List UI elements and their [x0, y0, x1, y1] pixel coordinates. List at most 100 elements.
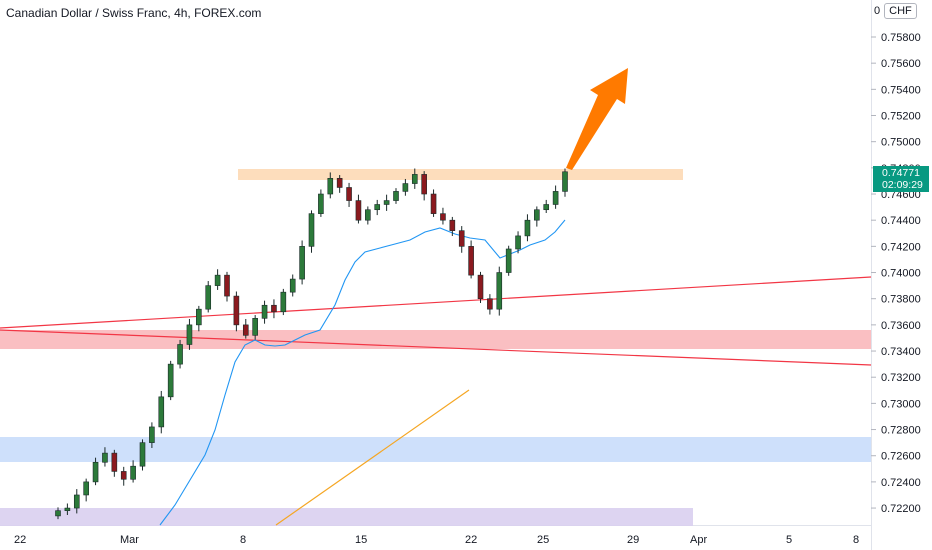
price-tick-label: 0.72600 [881, 451, 921, 463]
price-tick-label: 0.73400 [881, 346, 921, 358]
chart-title: Canadian Dollar / Swiss Franc, 4h, FOREX… [6, 6, 262, 20]
price-tick-label: 0.75600 [881, 58, 921, 70]
price-tick-label: 0.72200 [881, 503, 921, 515]
candle-down[interactable] [242, 324, 249, 336]
candle-down[interactable] [120, 471, 127, 480]
candle-down[interactable] [421, 174, 427, 195]
price-tick-label: 0.72800 [881, 425, 921, 437]
candle-up[interactable] [130, 465, 136, 480]
time-tick-label: 8 [240, 534, 246, 546]
candle-up[interactable] [149, 426, 155, 443]
candle-up[interactable] [411, 174, 418, 184]
currency-marker: 0 [874, 5, 881, 17]
candles [55, 168, 568, 520]
currency-label[interactable]: CHF [884, 3, 917, 19]
candle-up[interactable] [92, 461, 99, 483]
bar-countdown: 02:09:29 [882, 179, 923, 191]
candle-down[interactable] [224, 274, 230, 297]
candle-up[interactable] [327, 178, 334, 195]
candle-down[interactable] [468, 246, 474, 276]
falling-trendline[interactable] [0, 329, 872, 366]
candle-up[interactable] [534, 209, 540, 221]
time-tick-label: 15 [355, 534, 367, 546]
candle-up[interactable] [139, 442, 146, 467]
candle-up[interactable] [214, 274, 221, 286]
candle-up[interactable] [73, 494, 80, 509]
candle-up[interactable] [83, 481, 89, 496]
price-tick-label: 0.72400 [881, 477, 921, 489]
blue-support-zone[interactable] [0, 437, 871, 462]
candle-down[interactable] [430, 193, 437, 214]
candle-up[interactable] [55, 510, 61, 517]
candle-up[interactable] [543, 204, 550, 211]
time-tick-label: 8 [853, 534, 859, 546]
candle-up[interactable] [383, 200, 390, 205]
candle-down[interactable] [449, 219, 456, 231]
candle-up[interactable] [299, 246, 305, 280]
candle-up[interactable] [261, 304, 268, 319]
currency-selector[interactable]: 0 CHF [874, 3, 918, 19]
up-arrow-icon[interactable] [566, 68, 628, 170]
candle-up[interactable] [515, 235, 521, 250]
price-tick-label: 0.75200 [881, 111, 921, 123]
candle-up[interactable] [102, 452, 108, 463]
price-tick-label: 0.73800 [881, 294, 921, 306]
candle-down[interactable] [440, 213, 446, 221]
candle-up[interactable] [505, 248, 512, 273]
red-support-zone[interactable] [0, 330, 871, 349]
candle-down[interactable] [458, 230, 465, 247]
candle-down[interactable] [336, 178, 343, 188]
price-tick-label: 0.74400 [881, 215, 921, 227]
candle-up[interactable] [289, 278, 296, 293]
candle-up[interactable] [318, 193, 324, 214]
price-tick-label: 0.73200 [881, 372, 921, 384]
time-tick-label: 29 [627, 534, 639, 546]
candle-up[interactable] [365, 209, 371, 221]
candle-down[interactable] [355, 200, 362, 221]
time-axis[interactable]: 22 Mar 8 15 22 25 29 Apr 5 8 [14, 534, 859, 546]
candle-down[interactable] [346, 187, 352, 201]
orange-trendline[interactable] [275, 389, 470, 526]
candle-up[interactable] [524, 219, 531, 237]
price-tick-label: 0.74600 [881, 189, 921, 201]
candle-down[interactable] [233, 295, 240, 326]
price-tick-label: 0.75000 [881, 137, 921, 149]
candle-down[interactable] [111, 452, 118, 472]
candle-up[interactable] [158, 396, 165, 428]
price-tick-label: 0.74000 [881, 268, 921, 280]
resistance-zone[interactable] [238, 169, 683, 180]
rising-trendline[interactable] [0, 276, 872, 329]
candle-up[interactable] [177, 344, 183, 365]
candle-up[interactable] [402, 183, 409, 192]
candle-up[interactable] [552, 191, 559, 205]
candle-up[interactable] [196, 308, 202, 326]
last-price-tag: 0.74771 02:09:29 [873, 166, 929, 192]
candle-up[interactable] [64, 507, 71, 511]
candle-up[interactable] [308, 213, 315, 247]
price-tick-label: 0.73000 [881, 398, 921, 410]
price-axis[interactable]: 0.758000.756000.754000.752000.750000.748… [871, 32, 921, 515]
time-tick-label: 25 [537, 534, 549, 546]
price-tick-label: 0.75800 [881, 32, 921, 44]
time-tick-label: 22 [465, 534, 477, 546]
moving-average-line [159, 219, 566, 526]
candle-up[interactable] [374, 204, 381, 211]
candle-down[interactable] [477, 274, 484, 300]
candle-up[interactable] [393, 191, 399, 201]
candle-up[interactable] [167, 363, 174, 398]
time-tick-label: 22 [14, 534, 26, 546]
candle-down[interactable] [271, 304, 277, 313]
candle-up[interactable] [252, 318, 258, 336]
candle-up[interactable] [186, 324, 193, 345]
price-tick-label: 0.74200 [881, 241, 921, 253]
candle-up[interactable] [280, 291, 287, 313]
purple-support-zone[interactable] [0, 508, 693, 526]
last-price-value: 0.74771 [882, 167, 920, 179]
candle-up[interactable] [562, 171, 568, 192]
time-tick-label: Apr [690, 534, 707, 546]
candle-up[interactable] [496, 272, 503, 310]
candle-down[interactable] [487, 298, 493, 310]
candle-up[interactable] [205, 285, 212, 310]
time-tick-label: Mar [120, 534, 139, 546]
